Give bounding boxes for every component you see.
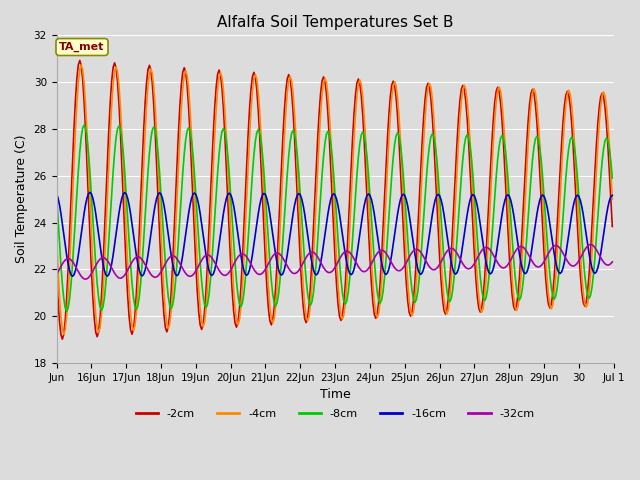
-32cm: [52, 272, 60, 277]
-32cm: [90, 265, 98, 271]
-8cm: [452, 257, 460, 263]
-4cm: [73, 101, 81, 107]
Title: Alfalfa Soil Temperatures Set B: Alfalfa Soil Temperatures Set B: [217, 15, 453, 30]
Line: -32cm: -32cm: [56, 244, 612, 279]
-32cm: [587, 241, 595, 247]
Y-axis label: Soil Temperature (C): Soil Temperature (C): [15, 135, 28, 264]
X-axis label: Time: Time: [320, 388, 351, 401]
-4cm: [92, 312, 100, 318]
-16cm: [52, 191, 60, 196]
-8cm: [607, 158, 614, 164]
Line: -4cm: -4cm: [56, 65, 612, 335]
-8cm: [609, 175, 616, 181]
-2cm: [342, 282, 349, 288]
-2cm: [92, 329, 100, 335]
Line: -8cm: -8cm: [56, 125, 612, 311]
-4cm: [607, 168, 614, 174]
-8cm: [92, 261, 100, 267]
-8cm: [534, 136, 542, 142]
-8cm: [63, 308, 70, 314]
-16cm: [452, 271, 460, 277]
-2cm: [73, 76, 81, 82]
-16cm: [342, 252, 349, 257]
-2cm: [76, 58, 84, 63]
-8cm: [73, 191, 81, 197]
-4cm: [52, 231, 60, 237]
-2cm: [58, 336, 66, 342]
-4cm: [452, 196, 460, 202]
-2cm: [607, 196, 614, 202]
-4cm: [342, 300, 349, 306]
-4cm: [60, 332, 68, 337]
-32cm: [609, 259, 616, 265]
Legend: -2cm, -4cm, -8cm, -16cm, -32cm: -2cm, -4cm, -8cm, -16cm, -32cm: [131, 404, 539, 423]
-8cm: [52, 191, 60, 196]
-2cm: [452, 167, 460, 172]
-4cm: [609, 196, 616, 202]
-4cm: [77, 62, 85, 68]
-16cm: [73, 261, 81, 267]
-16cm: [86, 190, 93, 195]
-4cm: [534, 118, 542, 124]
-2cm: [609, 224, 616, 229]
-32cm: [607, 261, 614, 266]
-16cm: [68, 274, 76, 279]
-16cm: [92, 210, 100, 216]
-32cm: [533, 264, 541, 270]
Line: -2cm: -2cm: [56, 60, 612, 339]
-32cm: [72, 264, 79, 269]
-8cm: [342, 301, 349, 307]
-16cm: [607, 194, 614, 200]
-16cm: [609, 192, 616, 198]
Line: -16cm: -16cm: [56, 192, 612, 276]
-32cm: [340, 250, 348, 255]
-32cm: [451, 247, 458, 252]
-8cm: [80, 122, 88, 128]
-32cm: [82, 276, 90, 282]
Text: TA_met: TA_met: [60, 42, 105, 52]
-2cm: [534, 142, 542, 147]
-2cm: [52, 266, 60, 272]
-16cm: [534, 204, 542, 209]
